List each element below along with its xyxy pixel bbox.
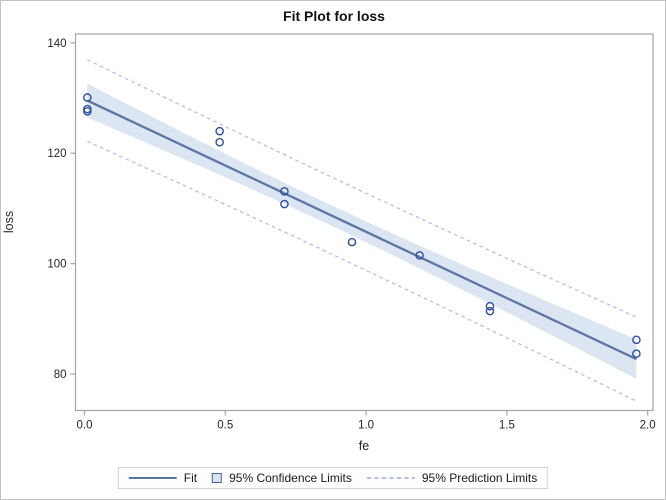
legend-item-confidence: 95% Confidence Limits [212,471,352,485]
data-point [632,349,641,358]
fit-line [86,99,637,361]
x-tick-label: 1.5 [499,420,515,432]
y-tick-label: 80 [54,369,67,381]
x-tick-label: 2.0 [640,420,656,432]
y-axis-label: loss [2,210,16,234]
x-tick-label: 1.0 [358,420,374,432]
prediction-limit-upper [87,59,637,318]
data-point [485,301,495,311]
fit-line-swatch-icon [128,476,177,480]
data-point [632,335,641,345]
y-tick-label: 120 [47,148,66,160]
x-tick-label: 0.5 [217,420,233,432]
y-tick-label: 100 [47,259,66,271]
legend-label-confidence: 95% Confidence Limits [229,471,352,485]
confidence-band-swatch-icon [212,473,223,483]
legend-item-prediction: 95% Prediction Limits [366,471,538,485]
data-point [485,306,495,316]
data-point [280,187,289,196]
data-point [347,237,357,247]
data-point [415,251,424,260]
prediction-limit-lower [87,140,637,402]
data-point [215,126,224,136]
y-tick-label: 140 [47,38,66,50]
plot-frame [74,33,654,412]
legend-item-fit: Fit [128,471,198,485]
legend-label-fit: Fit [183,471,198,485]
legend: Fit 95% Confidence Limits 95% Prediction… [117,467,549,489]
confidence-band [87,83,637,379]
data-point [280,199,289,209]
data-point [215,137,224,147]
x-tick-label: 0.0 [77,420,93,432]
prediction-line-swatch-icon [366,477,415,479]
x-axis-label: fe [358,439,370,453]
legend-label-prediction: 95% Prediction Limits [421,471,538,485]
data-point [83,104,92,114]
chart-title: Fit Plot for loss [283,8,385,24]
data-point [83,93,92,102]
